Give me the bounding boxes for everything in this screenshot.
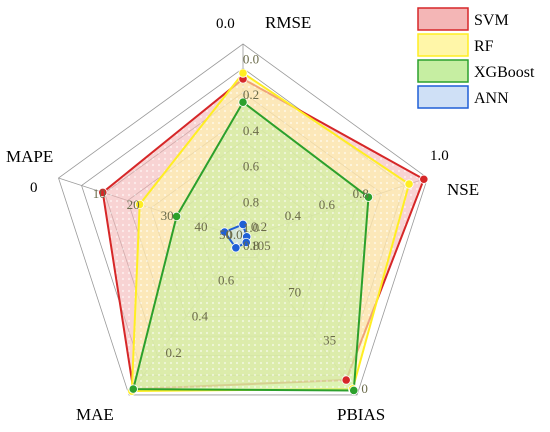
data-point-ann — [238, 219, 248, 230]
tick-label: 0.8 — [243, 194, 259, 209]
tick-label: 0.4 — [192, 309, 209, 324]
data-point-xgboost — [128, 384, 138, 394]
legend-label: SVM — [474, 12, 509, 29]
data-point-rf — [404, 179, 414, 189]
tick-label: 30 — [161, 208, 174, 223]
legend-swatch — [417, 59, 469, 83]
tick-label: 40 — [195, 219, 208, 234]
data-point-xgboost — [238, 97, 248, 107]
tick-label: 0.8 — [243, 238, 259, 253]
axis-outer-label: 0.0 — [216, 16, 235, 32]
tick-label: 0.2 — [243, 87, 259, 102]
data-point-svm — [341, 375, 351, 385]
data-point-xgboost — [363, 192, 374, 202]
tick-label: 70 — [288, 285, 301, 300]
legend[interactable]: SVM RF XGBoost ANN — [417, 7, 535, 109]
tick-label: 0.4 — [285, 208, 302, 223]
data-point-svm — [98, 187, 108, 198]
legend-swatch — [417, 7, 469, 31]
series-area-xgboost — [132, 101, 370, 392]
tick-label: 0.0 — [243, 52, 259, 67]
data-point-xgboost — [349, 385, 359, 396]
series-layer — [98, 68, 429, 396]
data-point-ann — [219, 227, 230, 237]
axis-labels: RMSE 0.0 NSE 1.0 PBIAS MAE MAPE 0 — [6, 13, 479, 424]
legend-swatch — [417, 33, 469, 57]
grid-ring — [58, 43, 428, 396]
tick-label: 105 — [251, 238, 271, 253]
axis-label-pbias: PBIAS — [337, 405, 385, 424]
tick-label: 0.6 — [218, 273, 235, 288]
data-point-ann — [231, 243, 241, 253]
legend-label: ANN — [474, 90, 509, 107]
axis-label-rmse: RMSE — [265, 13, 311, 32]
legend-swatch — [417, 85, 469, 109]
tick-label: 10 — [93, 186, 106, 201]
legend-label: XGBoost — [474, 64, 535, 81]
tick-label: 50 — [219, 227, 232, 242]
data-point-svm — [419, 174, 429, 184]
tick-label: 0 — [361, 381, 368, 396]
tick-labels: 0.00.20.40.60.81.00.00.20.40.60.81057035… — [93, 52, 369, 396]
tick-label: 0.2 — [251, 219, 267, 234]
tick-label: 0.2 — [165, 345, 181, 360]
axis-outer-label: 1.0 — [430, 148, 449, 164]
data-point-rf — [238, 68, 248, 78]
legend-label: RF — [474, 38, 494, 55]
tick-label: 0.4 — [243, 123, 260, 138]
data-point-rf — [135, 199, 145, 210]
axis-outer-label: 0 — [30, 180, 38, 196]
data-point-xgboost — [171, 211, 182, 222]
tick-label: 20 — [127, 197, 140, 212]
tick-label: 35 — [323, 333, 336, 348]
data-point-ann — [241, 237, 251, 248]
axis-label-nse: NSE — [447, 180, 479, 199]
tick-label: 0.0 — [226, 227, 242, 242]
tick-label: 0.6 — [243, 159, 260, 174]
tick-label: 0.6 — [319, 197, 336, 212]
axis-label-mape: MAPE — [6, 147, 53, 166]
tick-label: 0.8 — [353, 186, 369, 201]
axis-label-mae: MAE — [76, 405, 114, 424]
tick-label: 1.0 — [243, 220, 259, 235]
